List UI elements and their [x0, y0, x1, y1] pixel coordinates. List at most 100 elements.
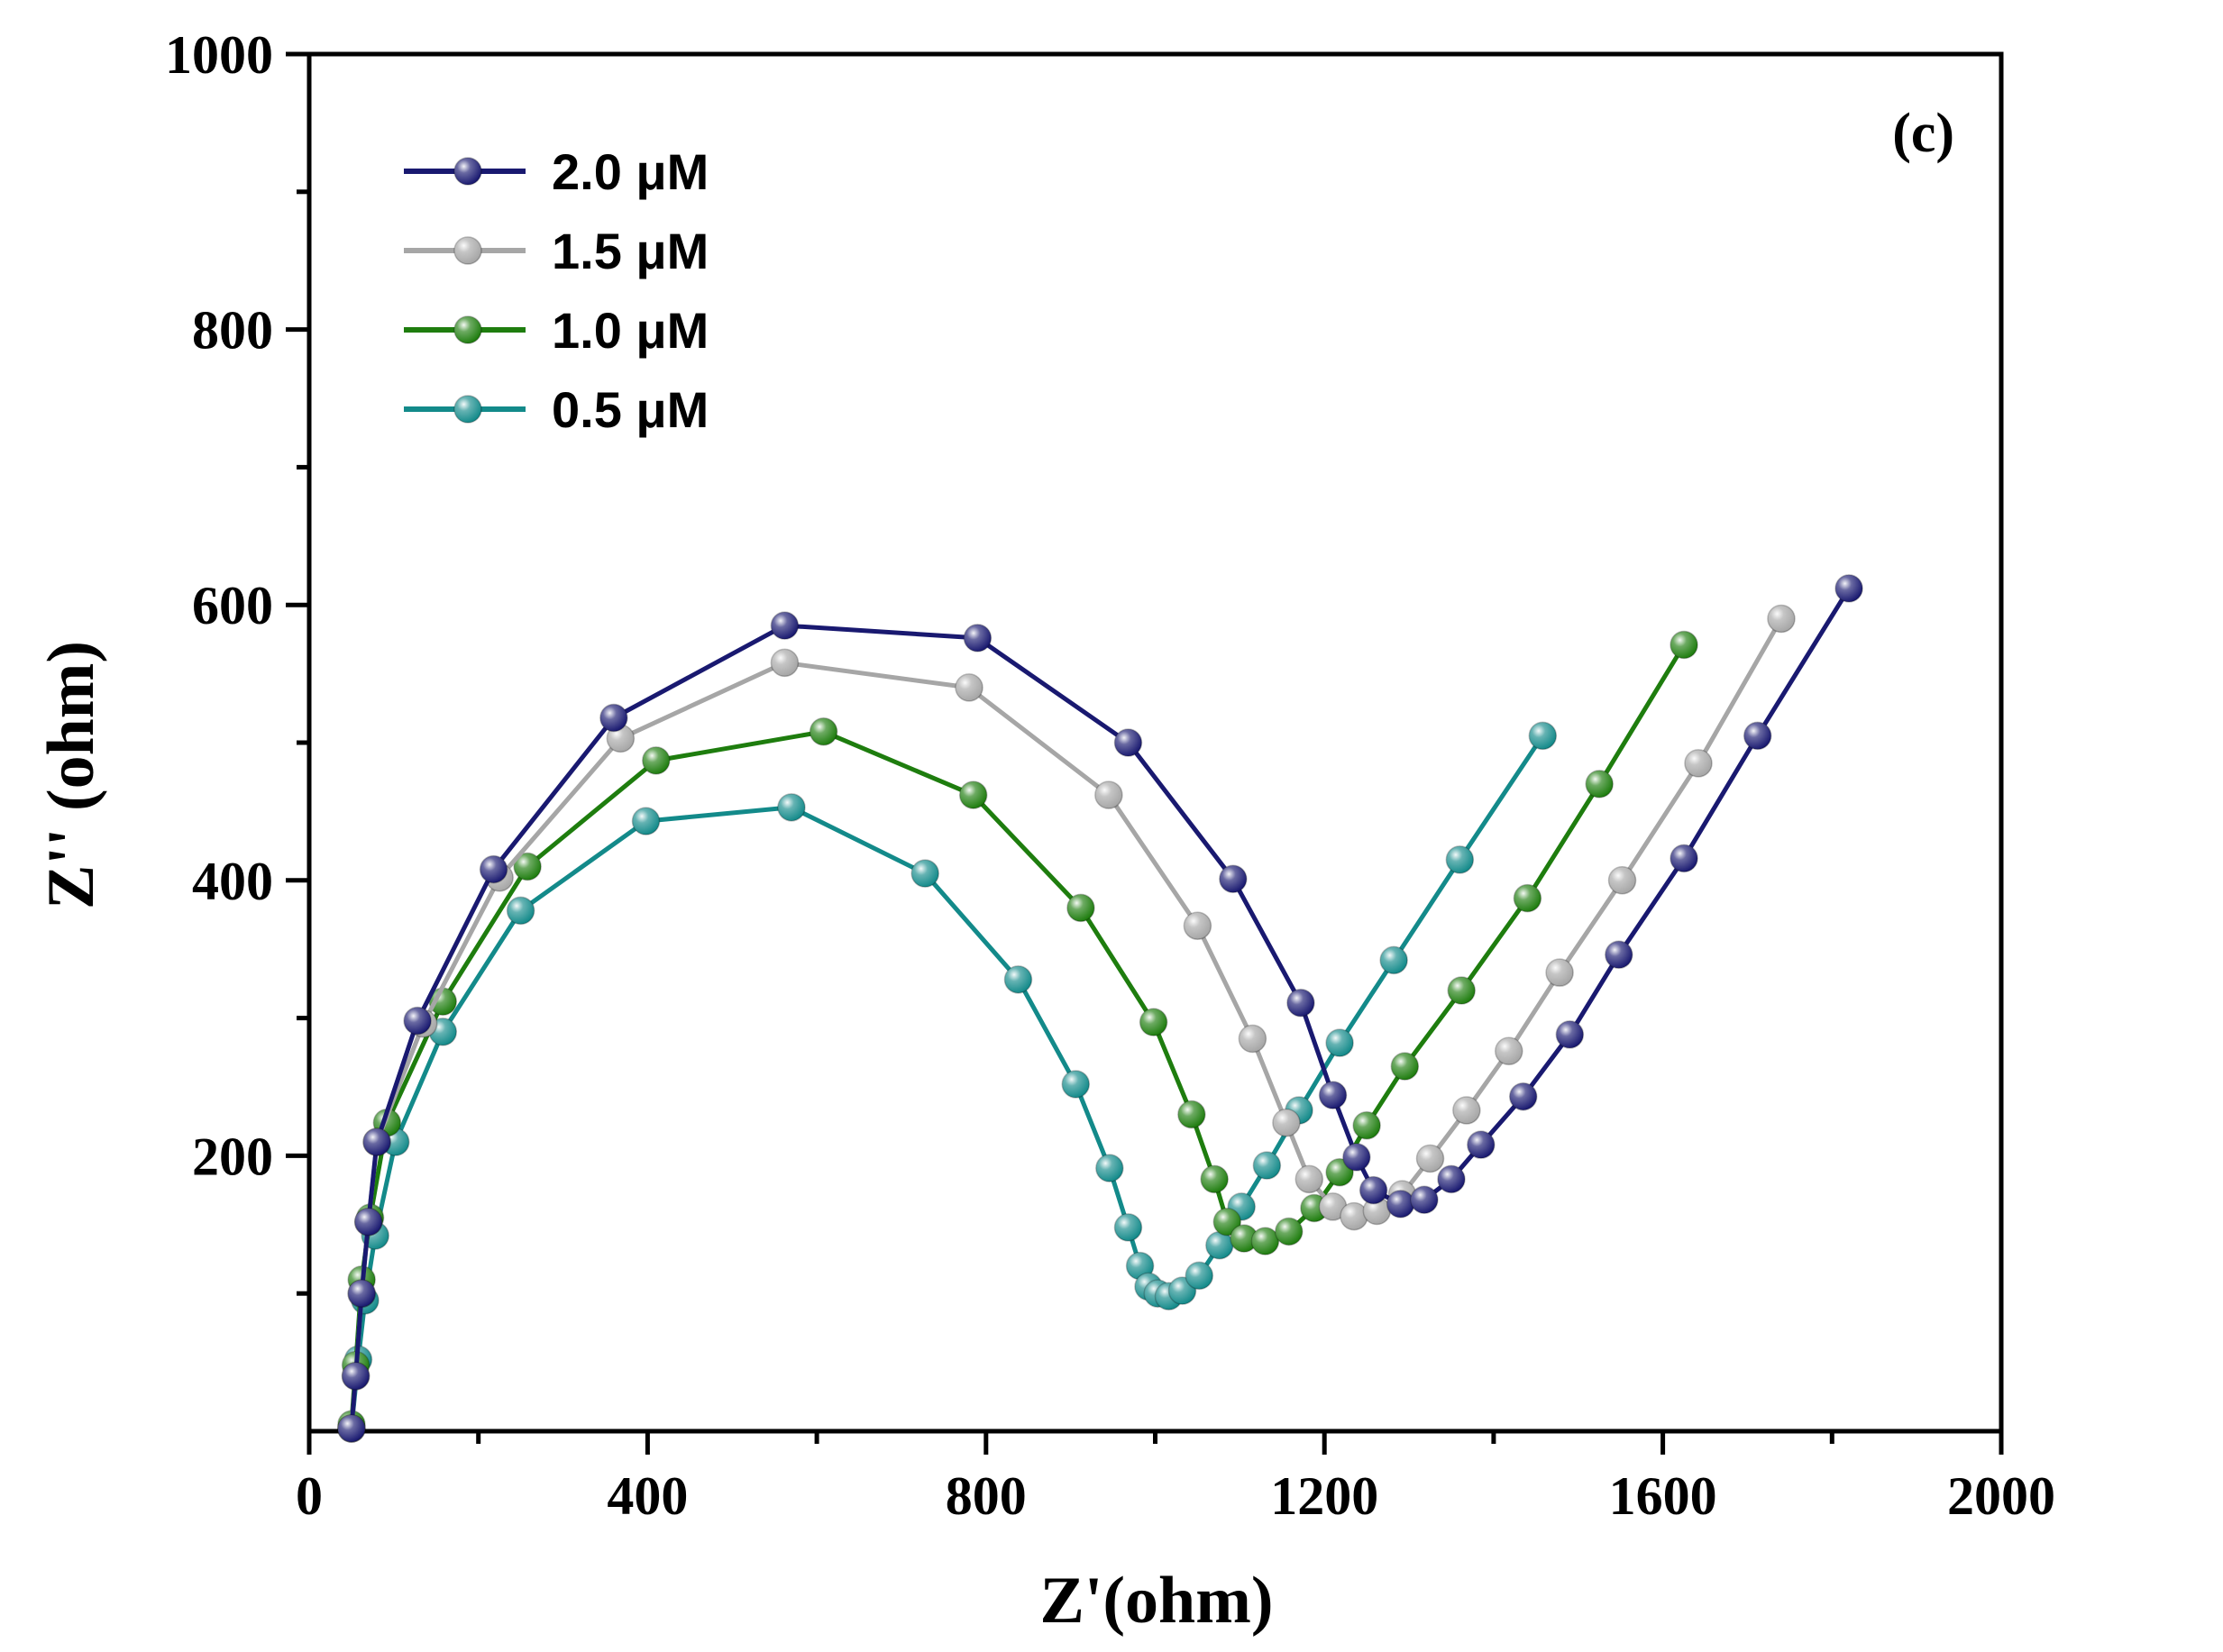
x-tick-label: 2000 — [1947, 1466, 2055, 1526]
y-axis-title: Z'' (ohm) — [34, 641, 108, 909]
data-point-shine — [1114, 1213, 1142, 1241]
data-point-shine — [642, 746, 670, 774]
legend-item: 1.5 μM — [404, 223, 709, 279]
data-point-shine — [1556, 1020, 1584, 1048]
data-point-shine — [1066, 894, 1094, 922]
legend-marker-shine — [454, 158, 481, 185]
data-point-shine — [1205, 1231, 1233, 1259]
data-point-shine — [1743, 722, 1771, 750]
data-point-shine — [1437, 1165, 1465, 1193]
data-point-shine — [1448, 977, 1476, 1005]
legend-item: 2.0 μM — [404, 143, 709, 200]
series-group — [337, 574, 1863, 1443]
data-point-shine — [1213, 1208, 1241, 1236]
data-point-shine — [1586, 770, 1614, 798]
legend-label: 1.5 μM — [552, 223, 709, 279]
panel-label: (c) — [1892, 103, 1954, 164]
data-point-shine — [1004, 965, 1032, 993]
x-axis-ticks: 0 400 800 1200 1600 2000 — [296, 1431, 2055, 1526]
data-point-shine — [1380, 946, 1408, 974]
data-point-shine — [1608, 866, 1636, 894]
data-point-shine — [771, 649, 799, 677]
x-axis-title: Z'(ohm) — [1040, 1564, 1274, 1638]
data-point-shine — [1359, 1176, 1387, 1204]
data-point-shine — [337, 1414, 365, 1442]
data-point-shine — [1126, 1252, 1154, 1280]
x-tick-label: 1600 — [1609, 1466, 1717, 1526]
data-point-shine — [1319, 1082, 1347, 1109]
y-tick-label: 1000 — [165, 25, 273, 85]
data-point-shine — [911, 860, 939, 888]
y-axis-ticks: 200 400 600 800 1000 — [165, 25, 309, 1296]
series-group — [337, 721, 1558, 1443]
data-point-shine — [1275, 1218, 1303, 1246]
legend-marker-shine — [454, 316, 481, 343]
series-line — [349, 735, 1545, 1429]
data-point-shine — [1410, 1186, 1438, 1214]
data-point-shine — [1835, 574, 1863, 602]
data-point-shine — [354, 1208, 382, 1236]
data-point-shine — [1094, 781, 1122, 809]
x-tick-label: 800 — [946, 1466, 1027, 1526]
x-tick-label: 1200 — [1270, 1466, 1378, 1526]
data-point-shine — [810, 717, 837, 745]
data-point-shine — [1353, 1111, 1381, 1139]
data-point-shine — [1342, 1143, 1370, 1171]
data-point-shine — [1230, 1225, 1258, 1253]
data-point-shine — [1605, 941, 1633, 969]
data-point-shine — [1219, 865, 1247, 893]
data-point-shine — [1286, 989, 1314, 1017]
series-layer — [337, 574, 1863, 1443]
y-tick-label: 600 — [192, 576, 273, 635]
y-tick-label: 400 — [192, 852, 273, 911]
data-point-shine — [507, 897, 535, 925]
legend-marker-shine — [454, 237, 481, 264]
legend-label: 2.0 μM — [552, 143, 709, 200]
legend-marker-shine — [454, 396, 481, 423]
data-point-shine — [348, 1280, 376, 1308]
data-point-shine — [1670, 631, 1698, 659]
x-tick-label: 400 — [607, 1466, 688, 1526]
data-point-shine — [1139, 1009, 1167, 1036]
data-point-shine — [632, 808, 660, 835]
data-point-shine — [1685, 749, 1713, 777]
data-point-shine — [1416, 1145, 1444, 1173]
data-point-shine — [1386, 1190, 1414, 1218]
data-point-shine — [342, 1362, 370, 1390]
data-point-shine — [1514, 884, 1541, 912]
y-tick-label: 200 — [192, 1127, 273, 1186]
data-point-shine — [480, 855, 508, 883]
series-group — [337, 630, 1698, 1439]
data-point-shine — [363, 1128, 391, 1156]
data-point-shine — [1326, 1029, 1354, 1057]
data-point-shine — [1062, 1070, 1090, 1098]
legend-label: 0.5 μM — [552, 381, 709, 438]
data-point-shine — [1272, 1109, 1300, 1136]
data-point-shine — [959, 781, 987, 809]
data-point-shine — [1184, 912, 1212, 940]
data-point-shine — [1114, 729, 1142, 756]
data-point-shine — [1177, 1100, 1205, 1128]
data-point-shine — [771, 612, 799, 640]
data-point-shine — [607, 725, 635, 753]
data-point-shine — [1185, 1262, 1213, 1290]
data-point-shine — [404, 1007, 432, 1035]
data-point-shine — [1391, 1053, 1419, 1081]
data-point-shine — [1319, 1192, 1347, 1220]
data-point-shine — [1295, 1165, 1323, 1193]
data-point-shine — [1767, 605, 1795, 633]
data-point-shine — [777, 793, 805, 821]
data-point-shine — [964, 624, 992, 652]
series-line — [349, 587, 1852, 1429]
data-point-shine — [1670, 844, 1698, 872]
legend: 2.0 μM 1.5 μM 1.0 μM 0.5 μM — [404, 143, 709, 438]
data-point-shine — [599, 704, 627, 732]
data-point-shine — [1340, 1202, 1368, 1230]
data-point-shine — [956, 673, 983, 701]
legend-item: 0.5 μM — [404, 381, 709, 438]
data-point-shine — [1529, 722, 1557, 750]
data-point-shine — [1201, 1165, 1229, 1193]
data-point-shine — [1509, 1082, 1537, 1110]
data-point-shine — [1253, 1152, 1281, 1180]
